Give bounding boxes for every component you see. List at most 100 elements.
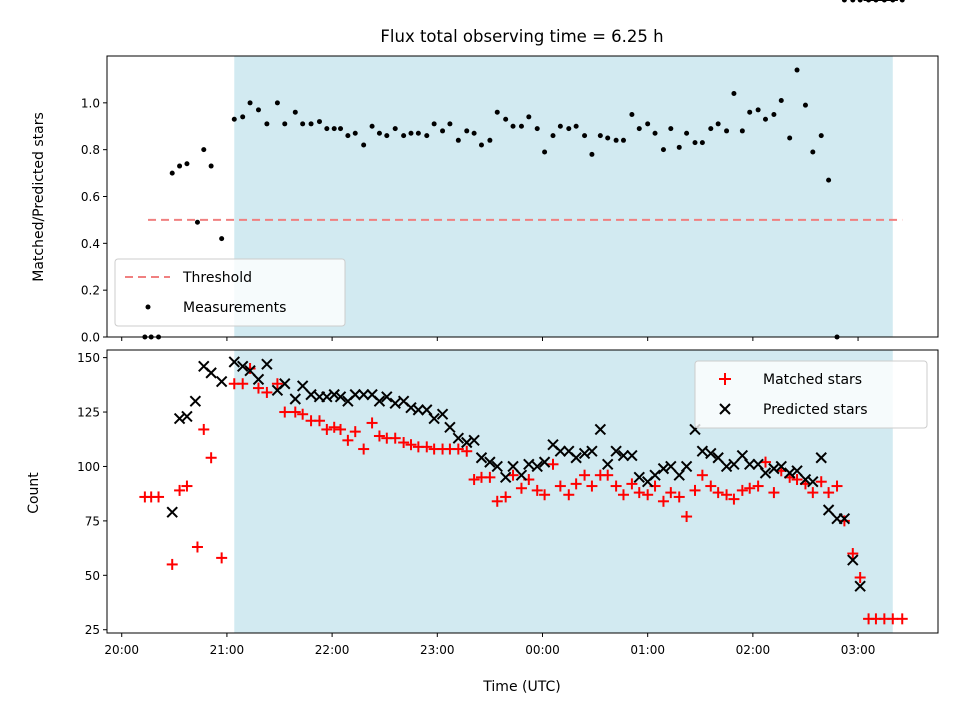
predicted-star-point <box>389 397 401 410</box>
measurement-point <box>715 121 721 127</box>
chart-title: Flux total observing time = 6.25 h <box>380 27 663 46</box>
matched-star-point <box>531 484 543 496</box>
top-x-axis-ticks <box>121 337 859 341</box>
measurement-point <box>699 140 705 146</box>
matched-star-point <box>279 406 291 418</box>
predicted-star-point <box>173 412 186 425</box>
measurement-point <box>660 147 666 153</box>
matched-star-point <box>252 382 264 394</box>
predicted-star-point <box>554 445 567 457</box>
matched-star-point <box>570 478 582 490</box>
measurement-point <box>850 0 856 3</box>
measurement-point <box>557 123 563 129</box>
matched-star-point <box>244 363 256 375</box>
predicted-star-point <box>838 513 851 525</box>
matched-star-point <box>610 480 622 492</box>
measurement-point <box>542 149 548 155</box>
measurement-point <box>324 126 330 132</box>
legend-threshold-label: Threshold <box>182 270 252 286</box>
x-tick-label: 23:00 <box>420 643 455 657</box>
predicted-star-point <box>847 554 859 566</box>
predicted-star-point <box>515 469 528 481</box>
matched-star-point <box>642 489 654 501</box>
matched-star-point <box>198 423 210 435</box>
matched-star-point <box>626 478 638 490</box>
top-y-tick-label: 0.0 <box>81 331 100 345</box>
matched-star-point <box>736 484 748 496</box>
measurement-point <box>771 112 777 118</box>
measurement-point <box>431 121 437 127</box>
matched-star-point <box>491 495 503 507</box>
measurement-point <box>231 116 237 122</box>
predicted-star-point <box>436 408 449 420</box>
matched-star-point <box>752 480 764 492</box>
predicted-star-point <box>305 388 317 401</box>
predicted-star-point <box>484 456 496 468</box>
measurement-point <box>573 123 579 129</box>
matched-star-point <box>759 456 771 468</box>
predicted-star-point <box>189 395 202 407</box>
predicted-star-point <box>799 473 812 486</box>
matched-star-point <box>791 474 803 486</box>
predicted-star-point <box>373 395 386 407</box>
matched-star-point <box>838 515 850 527</box>
matched-star-point <box>507 469 519 481</box>
measurement-point <box>747 109 753 115</box>
matched-star-point <box>500 491 512 503</box>
predicted-star-point <box>215 375 228 388</box>
measurement-point <box>794 67 800 73</box>
matched-star-point <box>554 480 566 492</box>
measurement-point <box>384 133 390 139</box>
measurement-point <box>264 121 270 127</box>
x-tick-label: 20:00 <box>104 643 139 657</box>
predicted-star-point <box>166 506 178 518</box>
predicted-star-point <box>334 391 347 403</box>
predicted-star-point <box>854 580 866 592</box>
measurement-point <box>219 236 225 242</box>
measurement-point <box>274 100 280 106</box>
predicted-stars-points <box>166 0 898 592</box>
top-y-tick-label: 0.8 <box>81 143 100 157</box>
predicted-star-point <box>475 452 488 464</box>
predicted-star-point <box>759 467 772 479</box>
measurement-point <box>582 133 588 139</box>
matched-star-point <box>854 571 866 583</box>
matched-star-point <box>579 469 591 481</box>
predicted-star-point <box>205 367 217 379</box>
bottom-y-tick-label: 125 <box>77 406 100 420</box>
measurement-point <box>802 102 808 108</box>
predicted-star-point <box>705 447 717 460</box>
measurement-point <box>810 149 816 155</box>
top-y-tick-label: 0.4 <box>81 237 100 251</box>
predicted-star-point <box>586 445 598 457</box>
measurement-point <box>724 128 730 134</box>
matched-star-point <box>586 480 598 492</box>
predicted-star-point <box>815 452 827 464</box>
predicted-star-point <box>768 462 780 475</box>
matched-star-point <box>216 552 228 564</box>
measurement-point <box>247 100 253 106</box>
measurement-point <box>755 107 761 113</box>
matched-star-point <box>831 480 843 492</box>
bottom-y-tick-label: 25 <box>85 623 100 637</box>
top-y-tick-label: 0.6 <box>81 190 100 204</box>
measurement-point <box>668 126 674 132</box>
predicted-star-point <box>775 460 787 473</box>
matched-star-point <box>461 445 473 457</box>
predicted-star-point <box>744 458 756 470</box>
predicted-star-point <box>531 460 543 473</box>
measurement-point <box>841 0 847 3</box>
measurement-point <box>352 130 358 136</box>
predicted-star-point <box>720 460 733 473</box>
predicted-star-point <box>244 364 256 377</box>
measurement-point <box>177 163 183 169</box>
matched-star-point <box>896 613 908 625</box>
matched-star-point <box>289 406 301 418</box>
matched-star-point <box>398 437 410 449</box>
predicted-star-point <box>349 388 361 401</box>
predicted-star-point <box>296 380 309 392</box>
matched-star-point <box>174 484 186 496</box>
measurement-point <box>613 137 619 143</box>
matched-star-point <box>847 548 859 560</box>
predicted-star-point <box>357 388 370 401</box>
